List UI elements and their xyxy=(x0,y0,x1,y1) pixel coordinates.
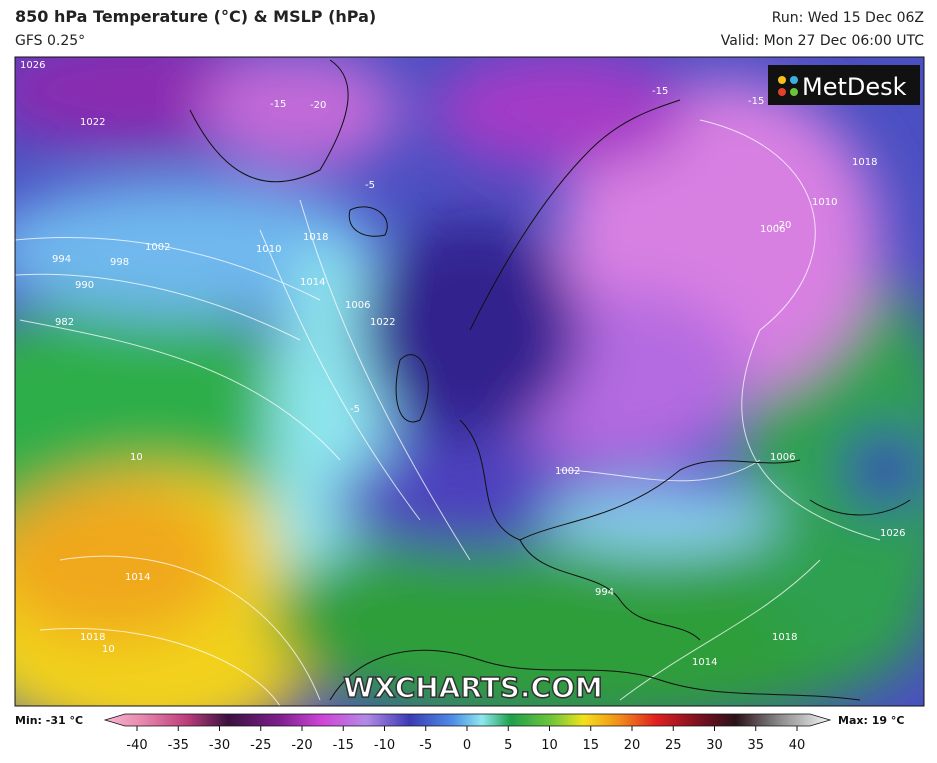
legend-min: Min: -31 °C xyxy=(15,714,83,727)
map-label: 1026 xyxy=(20,60,45,71)
valid-time: Valid: Mon 27 Dec 06:00 UTC xyxy=(721,33,924,49)
colorbar xyxy=(103,713,832,727)
colorbar-tick-label: 40 xyxy=(789,738,806,753)
map-label: -20 xyxy=(310,100,326,111)
map-label: -15 xyxy=(270,99,286,110)
map-labels: 1026 1022 1002 994 998 990 982 1010 1018… xyxy=(20,60,905,668)
map-label: 10 xyxy=(102,644,115,655)
map-label: 1022 xyxy=(370,317,395,328)
map-label: 10 xyxy=(130,452,143,463)
colorbar-tick-label: 20 xyxy=(624,738,641,753)
legend-max: Max: 19 °C xyxy=(838,714,904,727)
map-label: 1022 xyxy=(80,117,105,128)
colorbar-tick-label: -5 xyxy=(419,738,432,753)
map-label: 990 xyxy=(75,280,94,291)
map-label: 1002 xyxy=(555,466,580,477)
isobars xyxy=(15,119,881,706)
colorbar-tick-label: -25 xyxy=(250,738,271,753)
map-label: -5 xyxy=(350,404,360,415)
colorbar-tick-label: -30 xyxy=(209,738,230,753)
logo-icon xyxy=(778,76,798,96)
map-label: 1006 xyxy=(770,452,795,463)
coastlines xyxy=(189,59,911,701)
colorbar-tick-label: 35 xyxy=(747,738,764,753)
map-label: 1002 xyxy=(145,242,170,253)
colorbar-tick-label: -40 xyxy=(126,738,147,753)
map-label: 994 xyxy=(595,587,614,598)
colorbar-tick-label: -35 xyxy=(168,738,189,753)
colorbar-tick-label: -15 xyxy=(333,738,354,753)
colorbar-tick-label: 5 xyxy=(504,738,512,753)
run-time: Run: Wed 15 Dec 06Z xyxy=(772,10,924,26)
map-frame xyxy=(14,56,925,707)
colorbar-tick-label: 10 xyxy=(541,738,558,753)
map-label: 982 xyxy=(55,317,74,328)
map-label: 1018 xyxy=(852,157,877,168)
map: 1026 1022 1002 994 998 990 982 1010 1018… xyxy=(15,57,924,706)
colorbar-tick-label: 30 xyxy=(706,738,723,753)
map-label: 1006 xyxy=(760,224,785,235)
map-label: 1026 xyxy=(880,528,905,539)
map-label: -5 xyxy=(365,180,375,191)
map-label: 1014 xyxy=(300,277,325,288)
logo-box xyxy=(768,65,920,105)
colorbar-tick-label: -10 xyxy=(374,738,395,753)
colorbar-tick-label: -20 xyxy=(291,738,312,753)
map-label: -20 xyxy=(775,220,791,231)
map-label: 994 xyxy=(52,254,71,265)
map-label: 1018 xyxy=(772,632,797,643)
map-label: 1006 xyxy=(345,300,370,311)
map-label: 1018 xyxy=(80,632,105,643)
map-label: 998 xyxy=(110,257,129,268)
map-label: -15 xyxy=(652,86,668,97)
colorbar-tick-label: 15 xyxy=(582,738,599,753)
map-label: 1010 xyxy=(812,197,837,208)
watermark: WXCHARTS.COM xyxy=(343,671,603,704)
colorbar-ticks: -40 -35 -30 -25 -20 -15 -10 -5 0 5 10 15 20 25 30 35 40 xyxy=(126,726,805,753)
title: 850 hPa Temperature (°C) & MSLP (hPa) xyxy=(15,7,376,26)
map-label: 1014 xyxy=(125,572,150,583)
map-label: 1018 xyxy=(303,232,328,243)
colorbar-tick-label: 0 xyxy=(463,738,471,753)
map-label: -15 xyxy=(748,96,764,107)
map-label: 1014 xyxy=(692,657,717,668)
map-label: 1010 xyxy=(256,244,281,255)
model: GFS 0.25° xyxy=(15,33,85,49)
logo: MetDesk xyxy=(802,73,907,101)
colorbar-tick-label: 25 xyxy=(665,738,682,753)
